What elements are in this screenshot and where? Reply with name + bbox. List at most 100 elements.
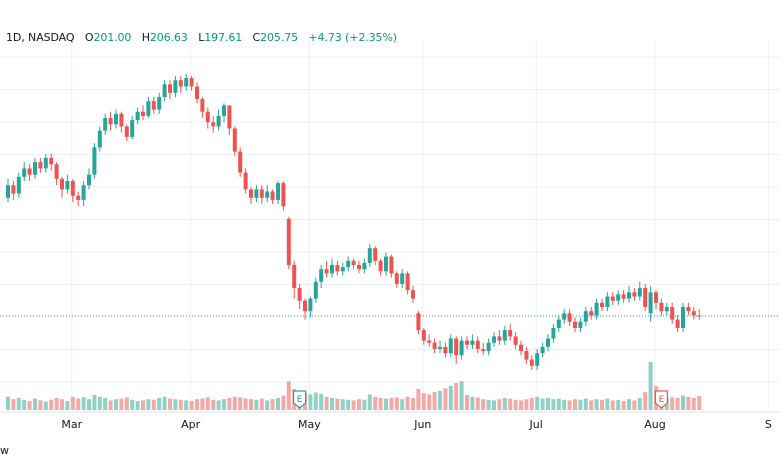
- candle-body: [443, 346, 448, 354]
- volume-bar: [551, 399, 556, 410]
- candle-body: [519, 344, 523, 352]
- candle-body: [76, 195, 81, 200]
- candle-body: [675, 319, 680, 328]
- volume-bar: [648, 362, 653, 410]
- candle-body: [265, 191, 270, 198]
- volume-bar: [583, 398, 588, 410]
- candle-body: [524, 351, 529, 360]
- volume-bar: [313, 392, 318, 410]
- change-value: +4.73 (+2.35%): [308, 31, 397, 44]
- candle-body: [232, 128, 237, 152]
- candle-body: [556, 319, 561, 328]
- candle-body: [346, 260, 351, 268]
- volume-bar: [492, 400, 496, 410]
- month-label: Apr: [181, 418, 201, 431]
- candle-body: [330, 265, 334, 274]
- volume-bar: [621, 401, 626, 410]
- volume-bar: [16, 398, 21, 410]
- earnings-marker: E: [293, 390, 307, 409]
- candle-body: [238, 151, 243, 173]
- candle-body: [259, 189, 264, 198]
- volume-bar: [124, 397, 129, 410]
- candle-body: [384, 256, 388, 272]
- volume-bar: [60, 399, 64, 410]
- volume-bar: [103, 398, 108, 410]
- candle-body: [141, 111, 145, 116]
- volume-bar: [540, 398, 545, 410]
- candle-body: [205, 111, 210, 123]
- volume-bar: [686, 396, 691, 410]
- candle-body: [43, 157, 48, 169]
- volume-bar: [675, 398, 680, 410]
- volume-bar: [189, 401, 194, 410]
- volume-bar: [605, 398, 610, 410]
- candle-body: [529, 359, 534, 366]
- candle-body: [475, 340, 480, 349]
- candle-body: [378, 260, 383, 272]
- candle-body: [589, 311, 594, 316]
- candle-body: [216, 115, 221, 127]
- candle-body: [33, 162, 37, 175]
- candle-body: [362, 262, 367, 270]
- volume-bar: [524, 399, 529, 410]
- earnings-marker-shape: [293, 390, 307, 409]
- time-axis: Mar Apr May Jun Jul Aug S: [61, 418, 771, 431]
- volume-bar: [454, 383, 459, 410]
- month-label: Mar: [61, 418, 82, 431]
- candle-body: [114, 113, 118, 125]
- volume-bar: [691, 398, 696, 410]
- volume-bar: [394, 397, 399, 410]
- volume-bar: [486, 399, 491, 410]
- volume-bar: [637, 398, 642, 410]
- candle-body: [11, 185, 16, 194]
- candle-body: [416, 313, 421, 331]
- volume-bar: [573, 399, 577, 410]
- candle-body: [340, 267, 345, 272]
- candle-body: [270, 191, 275, 200]
- candle-body: [486, 342, 491, 352]
- candle-body: [438, 346, 442, 349]
- candle-body: [513, 336, 518, 345]
- volume-bar: [567, 400, 572, 410]
- volume-bar: [643, 392, 648, 410]
- candle-body: [643, 288, 648, 307]
- month-label: Jul: [529, 418, 543, 431]
- volume-bar: [254, 399, 259, 410]
- candle-body: [546, 338, 550, 347]
- candle-body: [367, 248, 372, 263]
- candle-body: [16, 176, 21, 194]
- volume-bar: [76, 398, 81, 410]
- candle-body: [281, 183, 286, 207]
- volume-bar: [335, 398, 340, 410]
- candle-body: [22, 168, 27, 177]
- candle-body: [162, 84, 167, 97]
- candle-body: [119, 113, 124, 127]
- candle-body: [227, 105, 232, 129]
- candle-body: [594, 302, 599, 316]
- volume-bar: [443, 388, 448, 410]
- candle-body: [492, 336, 496, 343]
- candle-body: [411, 290, 415, 299]
- volume-bar: [632, 400, 637, 410]
- candle-body: [691, 311, 696, 316]
- volume-bar: [616, 399, 621, 410]
- low-value: L197.61: [198, 31, 243, 44]
- candle-body: [168, 84, 172, 93]
- volume-bar: [697, 396, 702, 410]
- candle-body: [508, 330, 513, 337]
- candle-body: [319, 269, 324, 282]
- volume-bar: [556, 398, 561, 410]
- candle-body: [38, 162, 43, 169]
- volume-bar: [211, 399, 216, 410]
- candle-body: [308, 298, 313, 312]
- volume-bar: [81, 397, 86, 410]
- volume-bar: [589, 400, 594, 410]
- volume-bar: [367, 394, 372, 410]
- candle-body: [303, 300, 307, 312]
- volume-bar: [681, 395, 685, 410]
- candle-body: [146, 101, 151, 116]
- candle-body: [632, 292, 637, 297]
- candle-body: [135, 111, 140, 121]
- candle-body: [497, 336, 502, 341]
